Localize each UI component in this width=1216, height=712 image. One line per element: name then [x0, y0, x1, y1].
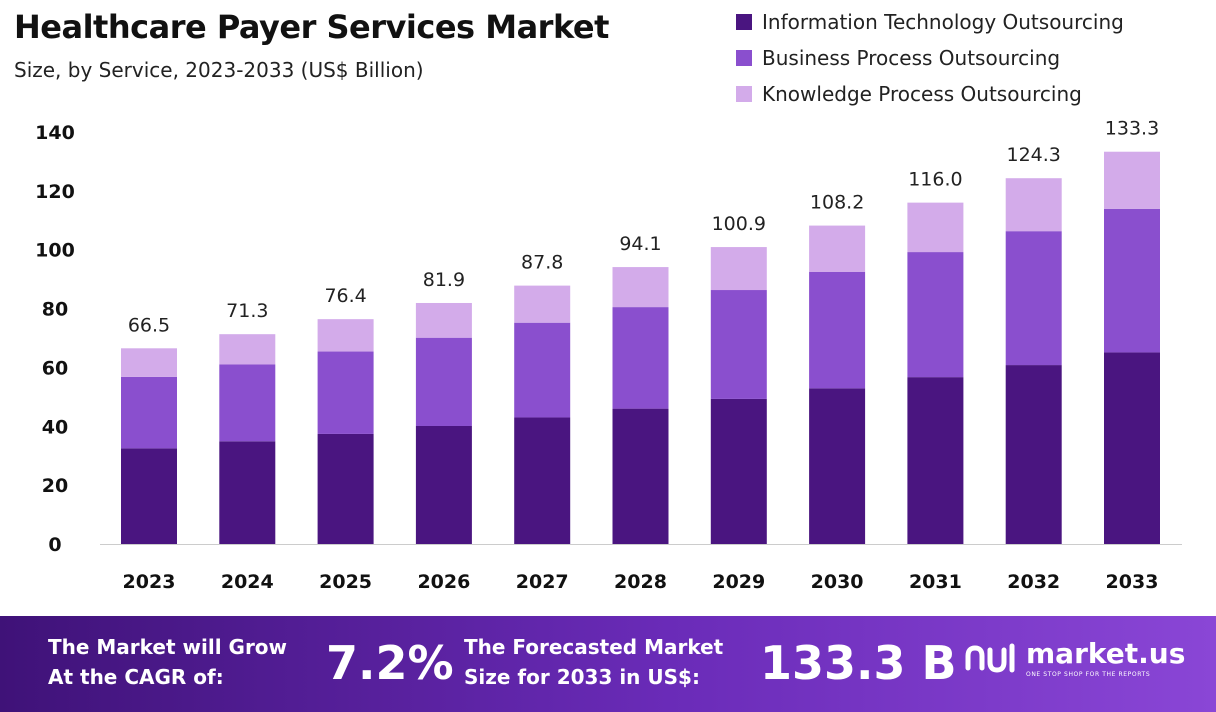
bar-segment-ito: [219, 441, 276, 544]
bar-segment-bpo: [219, 364, 276, 442]
bar-segment-bpo: [809, 271, 866, 389]
bar-segment-ito: [809, 388, 866, 544]
market-us-logo: market.us ONE STOP SHOP FOR THE REPORTS: [962, 638, 1185, 678]
bar-segment-bpo: [121, 376, 177, 449]
bar-segment-bpo: [907, 252, 964, 378]
cagr-caption-line2: At the CAGR of:: [48, 665, 224, 689]
bar-total-label: 71.3: [226, 300, 268, 322]
cagr-caption: The Market will Grow At the CAGR of:: [48, 632, 287, 692]
bar-segment-ito: [907, 377, 964, 544]
bar-total-label: 124.3: [1006, 144, 1060, 166]
bar-total-label: 94.1: [619, 233, 661, 255]
legend-swatch-ito: [736, 14, 752, 30]
legend-item-bpo: Business Process Outsourcing: [736, 40, 1206, 76]
forecast-caption: The Forecasted Market Size for 2033 in U…: [464, 632, 723, 692]
logo-tagline: ONE STOP SHOP FOR THE REPORTS: [1026, 670, 1151, 678]
logo-name: market.us: [1026, 636, 1186, 670]
bar-segment-ito: [612, 408, 669, 544]
y-tick-label: 100: [35, 240, 75, 262]
y-tick-label: 60: [42, 357, 68, 379]
x-tick-label: 2029: [712, 571, 765, 593]
bar-segment-kpo: [415, 302, 472, 338]
x-tick-label: 2024: [221, 571, 274, 593]
x-tick-label: 2031: [909, 571, 962, 593]
x-tick-label: 2028: [614, 571, 667, 593]
legend-item-ito: Information Technology Outsourcing: [736, 4, 1206, 40]
bar-segment-bpo: [1005, 231, 1062, 366]
market-us-logo-icon: [965, 643, 1015, 673]
y-tick-label: 0: [48, 534, 61, 556]
x-tick-label: 2025: [319, 571, 372, 593]
legend-swatch-kpo: [736, 86, 752, 102]
x-tick-label: 2023: [123, 571, 176, 593]
y-tick-label: 140: [35, 122, 75, 144]
x-axis: 2023 2024 2025 2026 2027 2028 2029 2030 2031 2032…: [123, 571, 1159, 593]
bar-segment-bpo: [612, 307, 669, 409]
bar-total-label: 116.0: [908, 169, 962, 191]
bar-segment-kpo: [1104, 151, 1160, 209]
bar-segment-ito: [710, 398, 767, 544]
bar-segment-kpo: [612, 267, 669, 308]
bar-segment-ito: [121, 448, 177, 544]
bar-total-label: 100.9: [712, 213, 766, 235]
chart-legend: Information Technology Outsourcing Busin…: [736, 4, 1206, 112]
bar-segment-kpo: [121, 348, 177, 377]
stacked-bar-chart: 0 20 40 60 80 100 120 140 66.5 71.3 76.4 81.9 87.8 9…: [35, 118, 1182, 593]
bar-segment-ito: [514, 417, 571, 544]
bar-total-label: 87.8: [521, 252, 563, 274]
bar-segment-kpo: [514, 285, 571, 323]
legend-label-kpo: Knowledge Process Outsourcing: [762, 82, 1082, 106]
forecast-caption-line2: Size for 2033 in US$:: [464, 665, 700, 689]
x-tick-label: 2027: [516, 571, 569, 593]
summary-banner: The Market will Grow At the CAGR of: 7.2…: [0, 616, 1216, 712]
bar-total-label: 108.2: [810, 192, 864, 214]
bar-segment-kpo: [317, 319, 374, 352]
bar-stacks: 66.5 71.3 76.4 81.9 87.8 94.1 100.9 108.2 116.0 1…: [121, 118, 1160, 544]
bar-segment-bpo: [514, 322, 571, 418]
y-axis: 0 20 40 60 80 100 120 140: [35, 122, 75, 556]
forecast-caption-line1: The Forecasted Market: [464, 635, 724, 659]
bar-total-label: 66.5: [128, 314, 170, 336]
legend-swatch-bpo: [736, 50, 752, 66]
bar-segment-bpo: [1104, 208, 1160, 353]
bar-segment-ito: [317, 433, 374, 544]
bar-segment-kpo: [219, 334, 276, 365]
cagr-value: 7.2%: [326, 636, 454, 690]
x-tick-label: 2033: [1106, 571, 1159, 593]
bar-segment-ito: [1104, 352, 1160, 544]
cagr-caption-line1: The Market will Grow: [48, 635, 288, 659]
x-tick-label: 2030: [811, 571, 864, 593]
bar-total-label: 81.9: [423, 269, 465, 291]
bar-segment-ito: [1005, 365, 1062, 544]
bar-segment-bpo: [710, 290, 767, 399]
y-tick-label: 20: [42, 475, 68, 497]
bar-segment-kpo: [907, 202, 964, 253]
y-tick-label: 120: [35, 181, 75, 203]
bar-segment-bpo: [415, 337, 472, 426]
legend-label-ito: Information Technology Outsourcing: [762, 10, 1124, 34]
bar-segment-kpo: [809, 225, 866, 272]
chart-title: Healthcare Payer Services Market: [14, 8, 609, 46]
bar-segment-kpo: [710, 247, 767, 291]
y-tick-label: 40: [42, 416, 68, 438]
y-tick-label: 80: [42, 299, 68, 321]
bar-total-label: 133.3: [1105, 118, 1159, 140]
x-tick-label: 2026: [417, 571, 470, 593]
x-tick-label: 2032: [1007, 571, 1060, 593]
bar-segment-ito: [415, 425, 472, 544]
bar-segment-bpo: [317, 351, 374, 434]
chart-subtitle: Size, by Service, 2023-2033 (US$ Billion…: [14, 58, 424, 82]
forecast-value: 133.3 B: [760, 636, 957, 690]
bar-total-label: 76.4: [324, 285, 366, 307]
legend-label-bpo: Business Process Outsourcing: [762, 46, 1061, 70]
bar-segment-kpo: [1005, 178, 1062, 232]
legend-item-kpo: Knowledge Process Outsourcing: [736, 76, 1206, 112]
